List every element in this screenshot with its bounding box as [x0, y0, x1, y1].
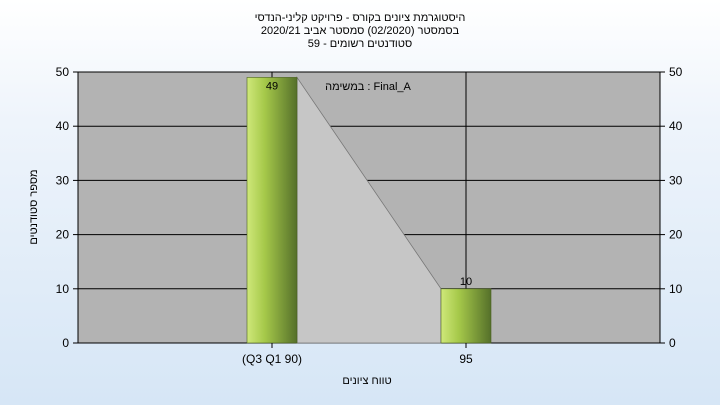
annotation-text: במשימה : Final_A [325, 81, 411, 93]
y-tick-label-left: 20 [56, 228, 70, 242]
axes: 0 0 10 10 20 20 30 30 40 40 50 50 (Q3 Q1 90) 95 [56, 65, 683, 366]
chart-title: היסטוגרמת ציונים בקורס - פרויקט קליני-הנ… [255, 11, 466, 50]
y-tick-label-left: 50 [56, 65, 70, 79]
y-tick-label-right: 10 [669, 282, 683, 296]
bar-data-label: 10 [460, 276, 472, 288]
x-axis-label: טווח ציונים [342, 375, 391, 387]
y-tick-label-left: 30 [56, 173, 70, 187]
y-tick-label-right: 40 [669, 119, 683, 133]
x-tick-label: (Q3 Q1 90) [242, 352, 302, 366]
y-axis-label: מספר סטודנטים [28, 169, 40, 244]
bar-data-label: 49 [266, 80, 278, 92]
y-tick-label-right: 50 [669, 65, 683, 79]
y-tick-label-right: 20 [669, 228, 683, 242]
chart-title-line-2: בסמסטר (02/2020) סמסטר אביב 2020/21 [261, 25, 460, 37]
x-tick-label: 95 [459, 352, 473, 366]
chart-title-line-3: סטודנטים רשומים - 59 [308, 38, 412, 50]
y-tick-label-left: 0 [62, 336, 69, 350]
y-tick-label-left: 40 [56, 119, 70, 133]
y-tick-label-left: 10 [56, 282, 70, 296]
bar [246, 77, 298, 344]
chart-title-line-1: היסטוגרמת ציונים בקורס - פרויקט קליני-הנ… [255, 11, 466, 24]
bar [440, 288, 492, 344]
y-tick-label-right: 0 [669, 336, 676, 350]
y-tick-label-right: 30 [669, 173, 683, 187]
